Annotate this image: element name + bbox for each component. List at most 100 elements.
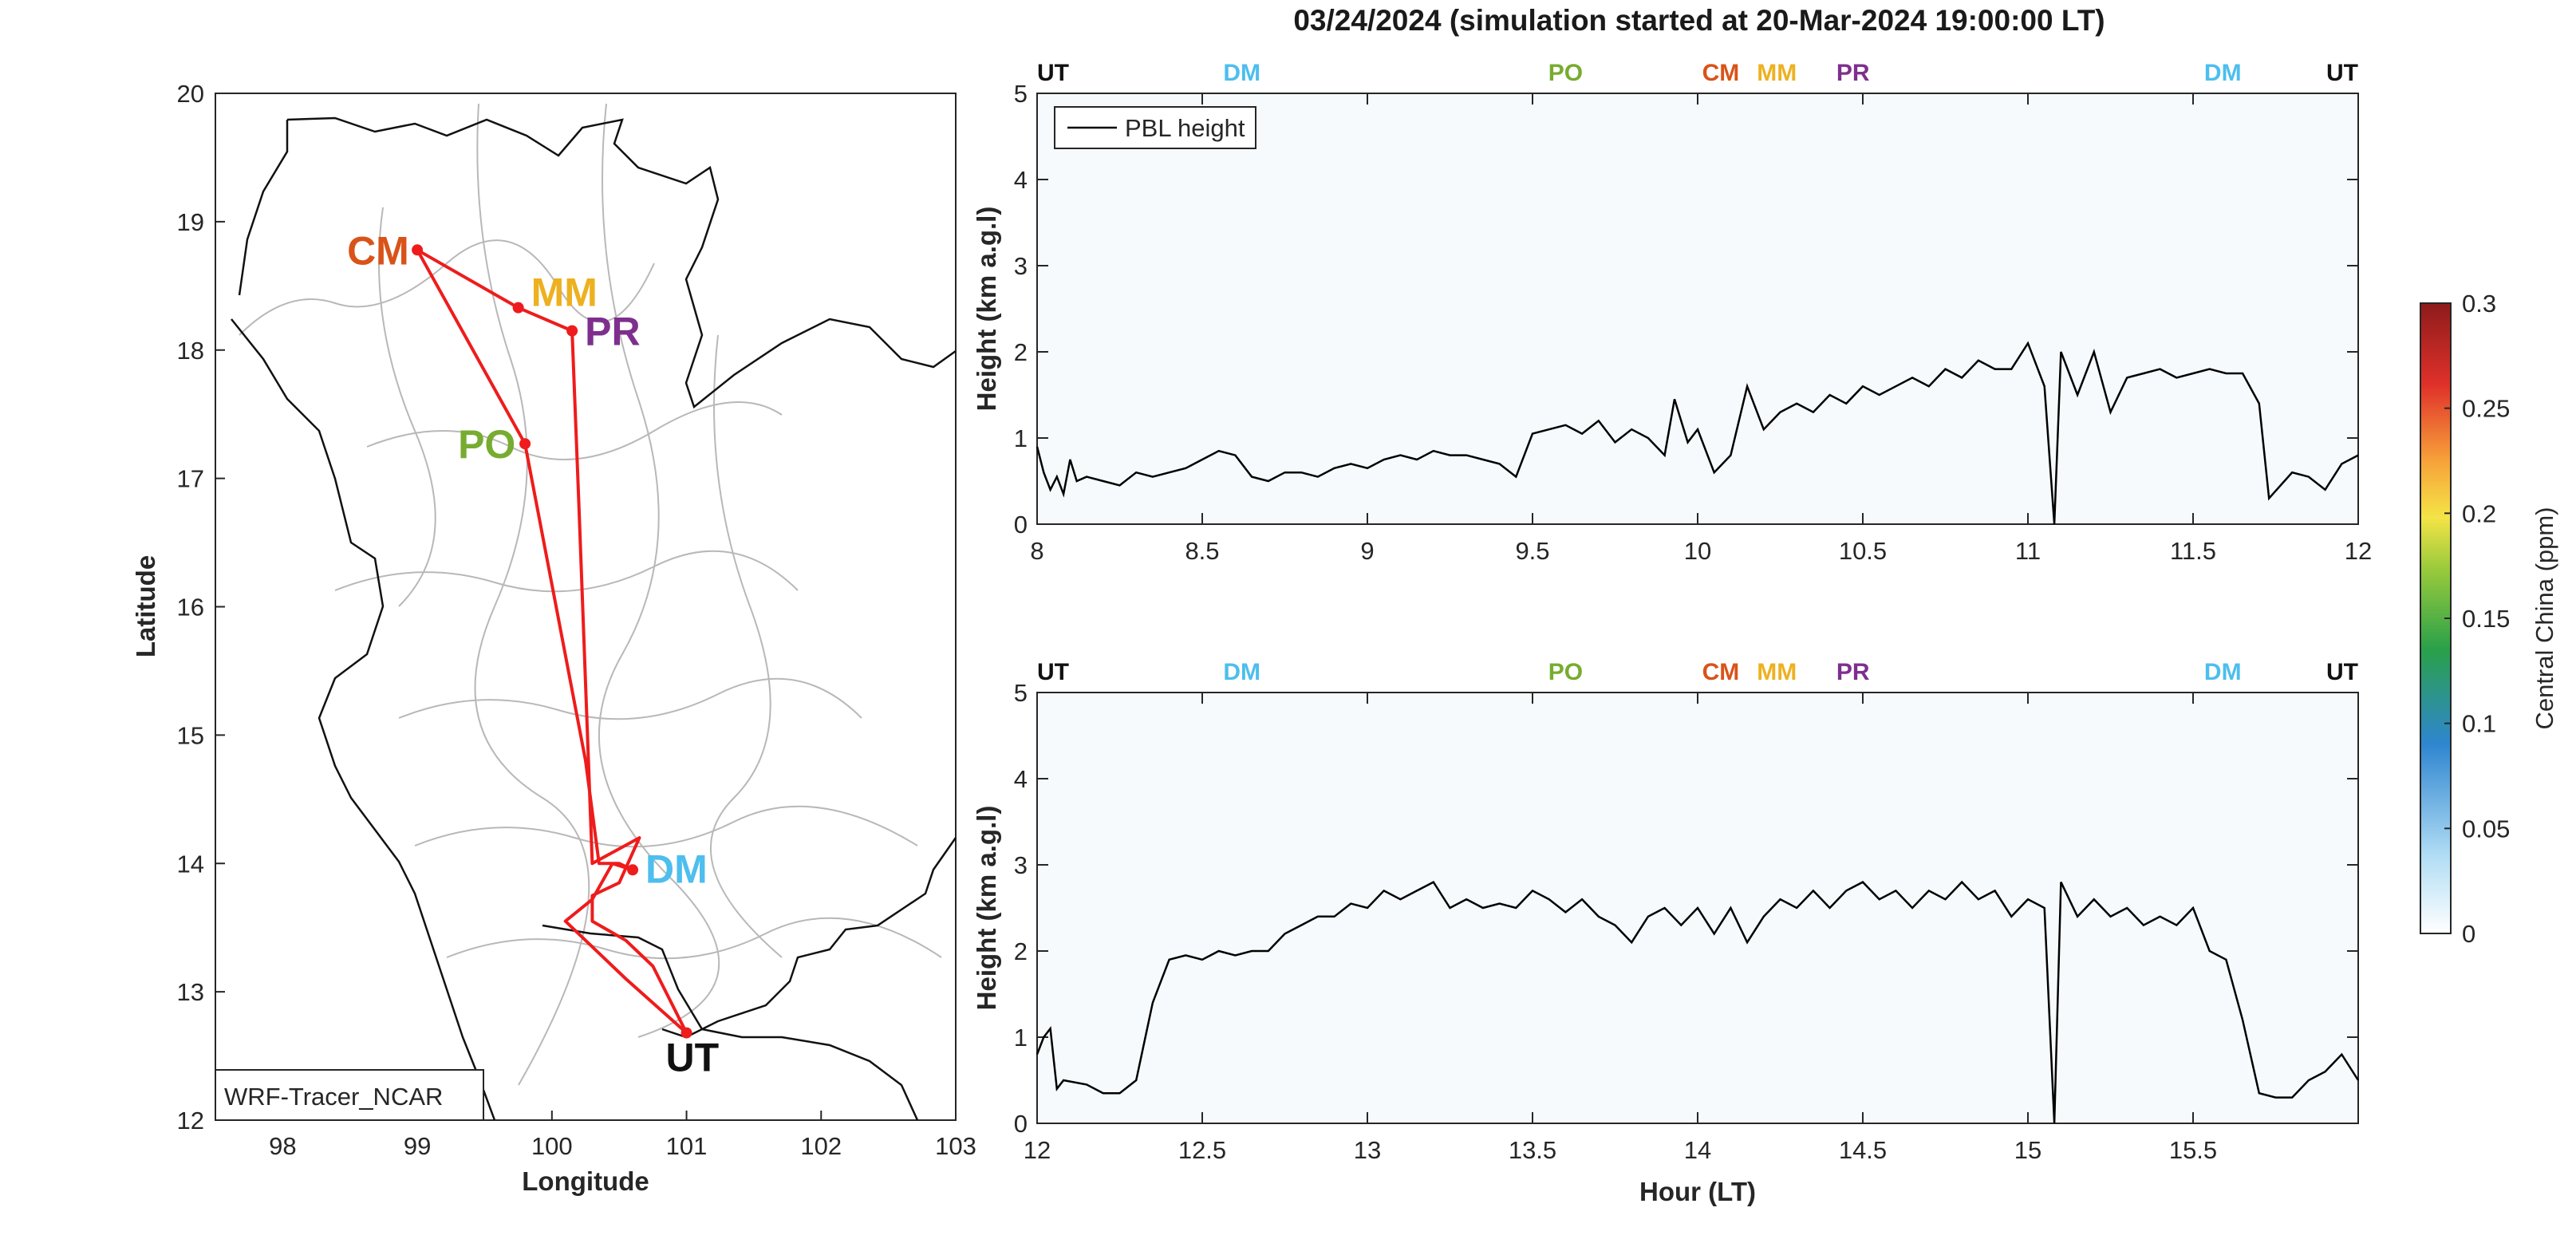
colorbar: 0 0.05 0.1 0.15 0.2 0.25 0.3 Central China (pp…	[2420, 290, 2558, 948]
province-border-line	[446, 917, 942, 960]
map-x-tick-label: 102	[800, 1132, 842, 1160]
map-x-ticks: 98 99 100 101 102 103	[269, 1111, 976, 1160]
model-label-box	[215, 1069, 484, 1121]
x-tick-label: 8.5	[1185, 537, 1219, 565]
top-axes-frame	[1036, 93, 2359, 525]
y-tick-label: 4	[1014, 765, 1028, 793]
station-label-ut: UT	[666, 1036, 720, 1080]
country-border	[231, 116, 957, 1121]
x-tick-label: 11	[2015, 537, 2041, 565]
figure-title: 03/24/2024 (simulation started at 20-Mar…	[1293, 4, 2105, 37]
station-point-po	[519, 438, 531, 450]
y-tick-label: 0	[1014, 1110, 1028, 1138]
station-marker-pr: PR	[1836, 60, 1870, 86]
model-label: WRF-Tracer_NCAR	[224, 1083, 443, 1111]
station-marker-dm: DM	[2204, 60, 2242, 86]
bottom-station-markers: UT DM PO CM MM PR DM UT	[1037, 659, 2358, 685]
map-x-label: Longitude	[522, 1166, 649, 1196]
station-marker-ut: UT	[1037, 659, 1069, 685]
station-label-mm: MM	[531, 270, 598, 315]
station-marker-mm: MM	[1757, 659, 1797, 685]
station-marker-cm: CM	[1702, 659, 1740, 685]
x-tick-label: 12	[1024, 1136, 1051, 1164]
y-tick-label: 3	[1014, 252, 1028, 280]
map-y-tick-label: 19	[177, 208, 204, 236]
legend-label: PBL height	[1125, 114, 1245, 142]
map-y-tick-label: 12	[177, 1107, 204, 1135]
map-x-tick-label: 101	[666, 1132, 708, 1160]
station-marker-cm: CM	[1702, 60, 1740, 86]
y-tick-label: 1	[1014, 1024, 1028, 1052]
colorbar-tick-label: 0.1	[2462, 710, 2496, 738]
station-label-cm: CM	[347, 228, 409, 273]
province-border-line	[414, 805, 918, 848]
map-y-tick-label: 20	[177, 80, 204, 108]
x-tick-label: 12.5	[1178, 1136, 1226, 1164]
y-tick-label: 0	[1014, 511, 1028, 539]
route-map: 98 99 100 101 102 103 12 13 14 15 16 17 18 19 20 Long…	[131, 80, 976, 1196]
province-borders	[239, 103, 942, 1086]
y-tick-label: 5	[1014, 679, 1028, 707]
pbl-height-line-bottom	[1036, 880, 2360, 1124]
y-tick-label: 5	[1014, 80, 1028, 108]
bottom-x-label: Hour (LT)	[1639, 1177, 1756, 1206]
y-tick-label: 1	[1014, 424, 1028, 452]
top-station-markers: UT DM PO CM MM PR DM UT	[1037, 60, 2358, 86]
map-y-tick-label: 13	[177, 978, 204, 1006]
top-y-label: Height (km a.g.l)	[972, 207, 1001, 412]
route-line	[416, 248, 688, 1035]
station-point-ut	[680, 1027, 692, 1039]
colorbar-tick-label: 0.3	[2462, 290, 2496, 318]
x-tick-label: 15.5	[2169, 1136, 2217, 1164]
x-tick-label: 9.5	[1515, 537, 1549, 565]
station-marker-po: PO	[1548, 659, 1583, 685]
station-marker-dm: DM	[1223, 659, 1260, 685]
map-y-label: Latitude	[131, 555, 160, 657]
map-x-tick-label: 100	[531, 1132, 573, 1160]
province-border-line	[598, 103, 720, 1038]
pbl-height-line-top	[1036, 341, 2359, 525]
map-y-tick-label: 16	[177, 594, 204, 622]
y-tick-label: 2	[1014, 338, 1028, 366]
colorbar-ticks: 0 0.05 0.1 0.15 0.2 0.25 0.3	[2444, 290, 2510, 948]
map-x-tick-label: 98	[269, 1132, 296, 1160]
x-tick-label: 8	[1030, 537, 1043, 565]
province-border-line	[709, 334, 783, 958]
colorbar-tick-label: 0.05	[2462, 815, 2510, 843]
map-axes-frame	[215, 93, 957, 1121]
x-tick-label: 12	[2345, 537, 2372, 565]
station-marker-dm: DM	[1223, 60, 1260, 86]
map-y-ticks: 12 13 14 15 16 17 18 19 20	[177, 80, 225, 1135]
x-tick-label: 14.5	[1839, 1136, 1887, 1164]
map-y-tick-label: 17	[177, 465, 204, 493]
y-tick-label: 2	[1014, 937, 1028, 965]
x-tick-label: 13	[1354, 1136, 1381, 1164]
station-marker-pr: PR	[1836, 659, 1870, 685]
map-y-tick-label: 14	[177, 850, 204, 878]
province-border-line	[474, 103, 590, 1086]
station-point-cm	[412, 244, 424, 256]
x-tick-label: 10	[1684, 537, 1711, 565]
colorbar-tick-label: 0.25	[2462, 395, 2510, 423]
station-point-dm	[627, 864, 639, 876]
map-y-tick-label: 18	[177, 337, 204, 365]
colorbar-tick-label: 0	[2462, 920, 2475, 948]
colorbar-label: Central China (ppm)	[2531, 507, 2558, 729]
station-label-pr: PR	[585, 310, 640, 354]
station-point-pr	[566, 325, 578, 337]
province-border-line	[334, 550, 799, 593]
province-border-line	[398, 677, 862, 720]
y-tick-label: 3	[1014, 851, 1028, 879]
station-point-mm	[512, 302, 524, 314]
province-border-line	[378, 207, 436, 607]
x-tick-label: 13.5	[1509, 1136, 1556, 1164]
x-tick-label: 15	[2014, 1136, 2041, 1164]
x-tick-label: 14	[1684, 1136, 1711, 1164]
station-label-dm: DM	[645, 846, 708, 891]
map-x-tick-label: 103	[935, 1132, 976, 1160]
